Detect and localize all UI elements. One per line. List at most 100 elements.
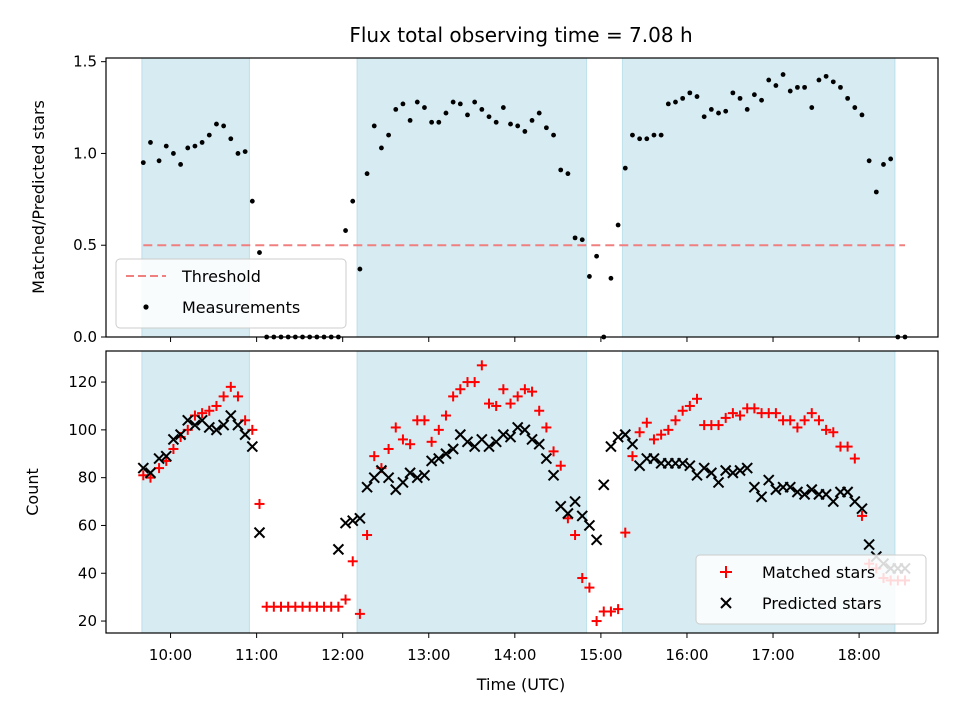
predicted-point bbox=[397, 476, 409, 489]
predicted-point bbox=[547, 469, 560, 481]
matched-point bbox=[727, 408, 738, 419]
predicted-point bbox=[827, 495, 839, 508]
bottom-legend[interactable]: Matched stars Predicted stars bbox=[695, 554, 927, 625]
measurement-point bbox=[486, 114, 492, 120]
chart-title: Flux total observing time = 7.08 h bbox=[349, 23, 692, 47]
measurement-point bbox=[737, 95, 743, 101]
measurement-point bbox=[687, 90, 693, 96]
matched-point bbox=[340, 594, 351, 605]
measurement-point bbox=[386, 132, 391, 138]
predicted-point bbox=[239, 428, 251, 441]
measurement-point bbox=[379, 145, 384, 151]
matched-point bbox=[570, 530, 581, 541]
measurement-point bbox=[622, 165, 628, 171]
predicted-point bbox=[332, 543, 345, 556]
measurement-point bbox=[371, 123, 377, 129]
measurement-point bbox=[615, 222, 621, 228]
measurement-point bbox=[479, 106, 485, 112]
matched-point bbox=[498, 384, 509, 395]
measurement-point bbox=[192, 143, 198, 149]
matched-point bbox=[548, 446, 559, 457]
predicted-point bbox=[440, 448, 452, 460]
matched-point bbox=[735, 410, 746, 421]
top-legend[interactable]: Threshold Measurements bbox=[115, 258, 347, 329]
predicted-point bbox=[798, 488, 811, 501]
matched-point bbox=[663, 424, 674, 435]
bottom-ytick-label: 40 bbox=[78, 564, 97, 582]
matched-point bbox=[555, 460, 566, 471]
matched-point bbox=[749, 403, 760, 414]
bottom-y-ticks: 20 40 60 80 100 120 bbox=[68, 373, 106, 630]
bottom-legend-frame bbox=[695, 554, 927, 625]
measurement-point bbox=[465, 112, 470, 118]
measurement-point bbox=[572, 235, 578, 241]
legend-predicted-swatch bbox=[720, 597, 732, 609]
measurement-point bbox=[235, 151, 241, 156]
predicted-point bbox=[562, 507, 574, 520]
bottom-ytick-label: 120 bbox=[68, 373, 97, 391]
matched-point bbox=[692, 393, 703, 404]
measurement-point bbox=[830, 79, 836, 85]
matched-point bbox=[677, 405, 688, 416]
predicted-point bbox=[712, 476, 725, 489]
matched-point bbox=[562, 513, 573, 524]
predicted-point bbox=[137, 462, 150, 474]
predicted-point bbox=[433, 452, 445, 465]
matched-point bbox=[720, 412, 731, 423]
matched-point bbox=[455, 384, 466, 395]
measurement-point bbox=[888, 156, 894, 162]
predicted-point bbox=[727, 467, 739, 479]
measurement-point bbox=[206, 132, 212, 138]
matched-point bbox=[584, 582, 595, 593]
bottom-ytick-label: 60 bbox=[78, 516, 97, 534]
predicted-point bbox=[461, 436, 474, 448]
measurement-point bbox=[587, 274, 592, 279]
top-ytick-label: 0.5 bbox=[73, 236, 97, 254]
top-ytick-label: 0.0 bbox=[73, 328, 97, 346]
matched-point bbox=[138, 470, 149, 481]
predicted-point bbox=[569, 495, 581, 508]
measurement-point bbox=[665, 101, 671, 107]
measurement-point bbox=[838, 84, 843, 90]
predicted-point bbox=[741, 462, 753, 474]
bottom-xtick-label: 13:00 bbox=[407, 646, 450, 664]
matched-point bbox=[218, 391, 229, 402]
matched-point bbox=[641, 417, 652, 428]
predicted-point bbox=[763, 474, 775, 486]
top-panel: 0.0 0.5 1.0 1.5 Matched/Predicted stars Thr… bbox=[29, 53, 939, 346]
matched-point bbox=[527, 386, 538, 397]
legend-measurements-label: Measurements bbox=[182, 298, 300, 317]
predicted-point bbox=[167, 433, 180, 446]
measurement-point bbox=[536, 110, 542, 116]
bottom-ytick-label: 100 bbox=[68, 421, 97, 439]
matched-point bbox=[577, 573, 588, 584]
measurement-point bbox=[873, 189, 879, 195]
predicted-point bbox=[483, 440, 495, 453]
measurement-point bbox=[637, 136, 643, 142]
top-x-ticks bbox=[170, 337, 860, 342]
measurement-point bbox=[171, 151, 176, 156]
predicted-point bbox=[791, 486, 804, 498]
predicted-point bbox=[354, 512, 366, 524]
matched-point bbox=[799, 415, 810, 426]
predicted-point bbox=[225, 409, 237, 422]
matched-point bbox=[383, 443, 394, 454]
predicted-point bbox=[598, 479, 610, 491]
legend-threshold-label: Threshold bbox=[181, 267, 261, 286]
matched-point bbox=[225, 381, 236, 392]
predicted-point bbox=[382, 471, 395, 484]
measurement-point bbox=[565, 171, 571, 177]
predicted-point bbox=[533, 438, 545, 450]
matched-point bbox=[770, 408, 781, 419]
predicted-point bbox=[698, 462, 710, 474]
measurement-point bbox=[802, 84, 807, 90]
measurement-point bbox=[457, 101, 463, 107]
matched-point bbox=[684, 400, 695, 411]
predicted-point bbox=[497, 428, 510, 441]
measurement-point bbox=[701, 114, 707, 120]
predicted-point bbox=[153, 452, 165, 465]
predicted-point bbox=[246, 440, 259, 453]
predicted-point bbox=[144, 467, 157, 479]
matched-point bbox=[204, 405, 215, 416]
predicted-point bbox=[676, 457, 689, 470]
